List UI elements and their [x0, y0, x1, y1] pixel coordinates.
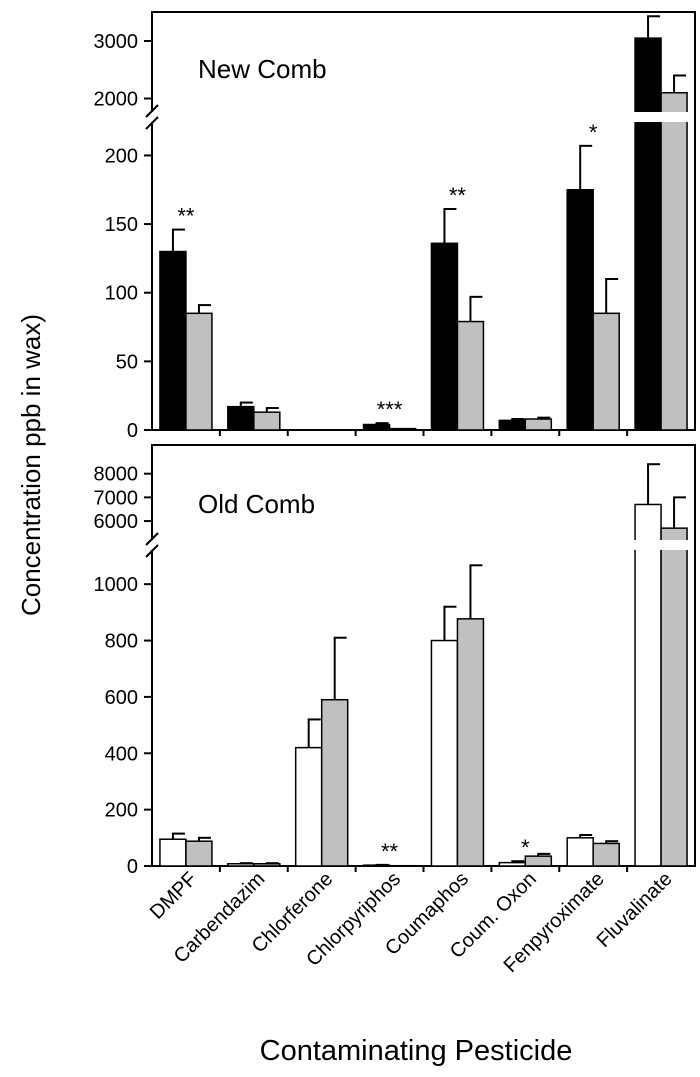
- bar: [364, 425, 390, 430]
- bar: [635, 504, 661, 866]
- panel-label: Old Comb: [198, 489, 315, 519]
- bar: [431, 243, 457, 430]
- bar: [322, 700, 348, 866]
- significance-marker: **: [177, 204, 195, 229]
- y-tick-label: 3000: [94, 31, 139, 53]
- y-tick-label: 8000: [94, 464, 139, 486]
- bar: [160, 839, 186, 866]
- y-tick-label: 7000: [94, 487, 139, 509]
- bar: [186, 841, 212, 866]
- panel-label: New Comb: [198, 54, 327, 84]
- bar: [567, 190, 593, 430]
- bar: [457, 322, 483, 430]
- significance-marker: **: [449, 183, 467, 208]
- y-tick-label: 150: [105, 214, 138, 236]
- y-tick-label: 0: [127, 420, 138, 442]
- bar: [661, 93, 687, 430]
- bar: [499, 420, 525, 430]
- bar: [499, 863, 525, 866]
- y-tick-label: 6000: [94, 511, 139, 533]
- y-tick-label: 2000: [94, 89, 139, 111]
- bar: [390, 429, 416, 430]
- y-axis-label: Concentration ppb in wax): [16, 314, 46, 616]
- bar: [160, 252, 186, 430]
- significance-marker: ***: [377, 397, 403, 422]
- bar: [593, 843, 619, 866]
- y-tick-label: 100: [105, 283, 138, 305]
- y-tick-label: 800: [105, 631, 138, 653]
- bar: [254, 412, 280, 430]
- bar: [186, 313, 212, 430]
- y-tick-label: 50: [116, 351, 138, 373]
- x-axis-label: Contaminating Pesticide: [260, 1035, 573, 1067]
- y-tick-label: 400: [105, 743, 138, 765]
- bar: [431, 641, 457, 866]
- y-tick-label: 0: [127, 856, 138, 878]
- y-tick-label: 200: [105, 145, 138, 167]
- bar: [593, 313, 619, 430]
- bar: [635, 38, 661, 430]
- x-tick-label: DMPF: [146, 868, 202, 924]
- y-tick-label: 1000: [94, 574, 139, 596]
- significance-marker: *: [521, 835, 530, 860]
- bar: [525, 419, 551, 430]
- axis-break-gap: [151, 112, 696, 122]
- significance-marker: *: [589, 120, 598, 145]
- axis-break-gap: [151, 540, 696, 550]
- y-tick-label: 200: [105, 800, 138, 822]
- bar: [661, 528, 687, 866]
- significance-marker: **: [381, 839, 399, 864]
- y-tick-label: 600: [105, 687, 138, 709]
- bar: [228, 407, 254, 430]
- bar: [567, 838, 593, 866]
- bar: [457, 619, 483, 866]
- bar: [296, 748, 322, 866]
